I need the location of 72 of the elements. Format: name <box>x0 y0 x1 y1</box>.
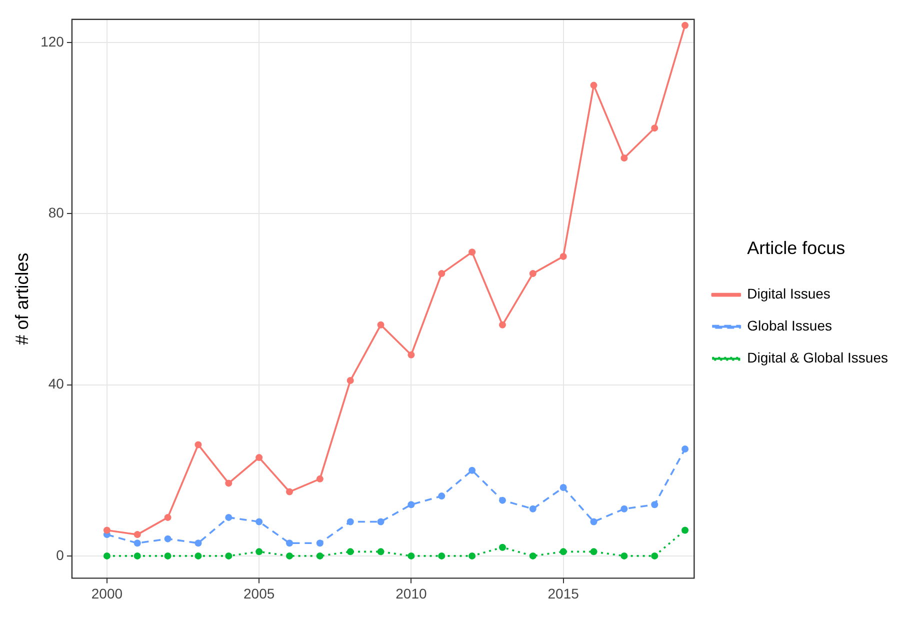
point <box>225 480 232 487</box>
point <box>134 540 141 547</box>
point <box>468 552 476 560</box>
point <box>164 552 172 560</box>
point <box>194 441 202 448</box>
point <box>682 22 689 29</box>
y-tick-label: 80 <box>48 204 64 221</box>
point <box>134 552 141 560</box>
point <box>590 82 598 89</box>
point <box>408 501 415 508</box>
x-tick-label: 2010 <box>396 585 427 602</box>
legend-label: Digital & Global Issues <box>747 350 888 366</box>
point <box>560 252 567 260</box>
point <box>346 518 354 526</box>
point <box>682 526 689 534</box>
y-tick-label: 40 <box>48 376 64 392</box>
point <box>256 548 263 556</box>
point <box>286 540 293 547</box>
point <box>498 321 506 328</box>
point <box>682 445 689 452</box>
point <box>316 552 324 560</box>
x-tick-label: 2000 <box>91 585 123 602</box>
point <box>620 154 628 162</box>
point <box>438 552 446 560</box>
point <box>164 535 172 542</box>
point <box>651 501 658 508</box>
point <box>256 454 263 462</box>
point <box>651 552 658 560</box>
point <box>590 548 598 556</box>
point <box>560 484 567 491</box>
point <box>529 552 536 560</box>
point <box>408 351 415 358</box>
legend-label: Global Issues <box>747 318 832 334</box>
point <box>529 270 536 278</box>
point <box>468 248 476 256</box>
point <box>134 531 141 538</box>
point <box>620 552 628 560</box>
point <box>286 488 293 496</box>
point <box>468 466 476 474</box>
point <box>498 544 506 551</box>
point <box>346 377 354 384</box>
point <box>560 548 567 556</box>
point <box>438 270 446 278</box>
point <box>103 552 110 560</box>
point <box>256 518 263 526</box>
point <box>346 548 354 556</box>
x-tick-label: 2005 <box>243 585 275 602</box>
point <box>651 124 658 132</box>
point <box>620 505 628 512</box>
point <box>286 552 293 560</box>
y-tick-label: 0 <box>56 546 64 563</box>
y-axis-title: # of articles <box>12 252 32 345</box>
point <box>316 540 324 547</box>
point <box>529 505 536 512</box>
y-tick-label: 120 <box>40 33 64 50</box>
point <box>377 518 384 526</box>
point <box>164 514 172 521</box>
legend-title: Article focus <box>747 238 846 258</box>
point <box>377 321 384 328</box>
point <box>225 514 232 521</box>
legend-label: Digital Issues <box>747 286 830 302</box>
point <box>225 552 232 560</box>
x-tick-label: 2015 <box>548 585 580 602</box>
point <box>103 526 110 534</box>
point <box>590 518 598 526</box>
point <box>377 548 384 556</box>
point <box>438 492 446 500</box>
point <box>408 552 415 560</box>
point <box>316 475 324 482</box>
point <box>194 552 202 560</box>
point <box>194 540 202 547</box>
point <box>498 496 506 504</box>
